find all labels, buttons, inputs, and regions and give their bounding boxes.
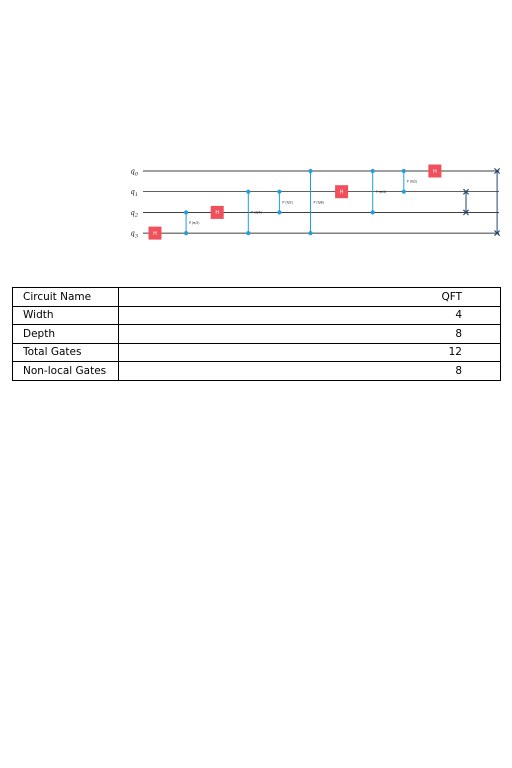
control-dot (246, 231, 251, 236)
h-gate (148, 226, 162, 240)
circuit-info-table: Circuit Name QFT Width 4 Depth 8 Total G… (12, 287, 501, 381)
control-dot (308, 231, 313, 236)
control-dot (277, 210, 282, 215)
target-dot (370, 168, 375, 174)
phase-label: P (π/4) (251, 211, 261, 215)
row-value: 12 (118, 342, 501, 362)
control-dot (370, 210, 375, 215)
h-gate-label: H (340, 190, 344, 196)
h-gate-label: H (433, 169, 437, 175)
phase-label: P (π/8) (314, 200, 324, 204)
table-row: Non-local Gates 8 (12, 361, 501, 381)
row-value: 8 (118, 361, 501, 381)
table-row: Width 4 (12, 305, 501, 325)
swap-cross (494, 230, 501, 237)
h-gate (335, 185, 349, 199)
target-dot (246, 189, 251, 194)
swap-cross (463, 188, 469, 195)
control-dot (184, 231, 189, 236)
swap-cross (494, 168, 501, 174)
row-label: Depth (12, 324, 119, 344)
row-label: Circuit Name (12, 287, 119, 307)
target-dot (184, 210, 189, 215)
phase-label: P (π/2) (407, 180, 417, 184)
h-gate (428, 164, 442, 178)
row-value: 4 (118, 305, 501, 325)
row-label: Total Gates (12, 342, 119, 362)
row-value: 8 (118, 324, 501, 344)
circuit-diagram: q0 q1 q2 q3 H P (π/2) H P (π/4) P (π/2) P (π/8) H P… (130, 164, 501, 240)
row-value: QFT (118, 287, 501, 307)
table-row: Total Gates 12 (12, 342, 501, 362)
h-gate-label: H (215, 210, 219, 216)
target-dot (277, 189, 282, 194)
row-label: Non-local Gates (12, 361, 119, 381)
h-gate-label: H (153, 231, 157, 237)
phase-label: P (π/2) (282, 200, 292, 204)
row-label: Width (12, 305, 119, 325)
table-row: Circuit Name QFT (12, 287, 501, 307)
h-gate (210, 205, 224, 219)
qubit-label: q0 (130, 168, 138, 178)
qubit-label: q3 (130, 230, 138, 240)
phase-label: P (π/4) (376, 190, 386, 194)
qubit-label: q2 (130, 209, 138, 219)
swap-cross (463, 209, 469, 216)
target-dot (401, 168, 406, 174)
qubit-label: q1 (130, 188, 138, 198)
table-row: Depth 8 (12, 324, 501, 344)
phase-label: P (π/2) (189, 221, 199, 225)
control-dot (401, 189, 406, 194)
target-dot (308, 168, 313, 174)
